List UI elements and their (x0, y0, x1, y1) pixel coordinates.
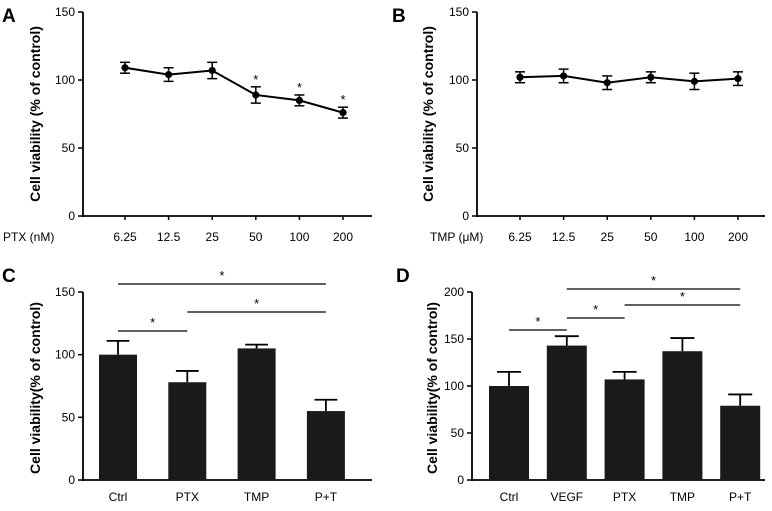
y-tick-label: 100 (55, 73, 75, 87)
x-tick-label: P+T (729, 490, 752, 504)
bar (604, 379, 645, 480)
x-tick-label: Ctrl (109, 490, 128, 504)
x-tick-label: 50 (249, 230, 263, 244)
series-line (519, 74, 739, 84)
x-axis-label-a: PTX (nM) (3, 230, 54, 244)
bar (306, 411, 345, 480)
y-tick-label: 0 (462, 209, 469, 223)
data-point (690, 77, 699, 85)
y-tick-label: 150 (449, 5, 469, 19)
comparison-star: * (593, 302, 598, 317)
panel-letter-a: A (2, 6, 16, 27)
significance-star: * (253, 72, 258, 87)
x-tick-label: P+T (315, 490, 338, 504)
y-tick-label: 0 (457, 473, 464, 487)
y-tick-label: 100 (444, 379, 464, 393)
x-tick-label: 12.5 (157, 230, 181, 244)
x-tick-label: 25 (206, 230, 220, 244)
bar-chart-d: 0 50 100 150 200 Ctrl VEGF PTX TMP P+T * * * * (444, 273, 765, 504)
x-tick-label: TMP (670, 490, 695, 504)
x-tick-label: 100 (684, 230, 704, 244)
bar (99, 354, 137, 480)
x-tick-label: Ctrl (500, 490, 519, 504)
x-tick-label: 200 (333, 230, 353, 244)
y-tick-label: 150 (55, 5, 75, 19)
data-point (252, 91, 260, 99)
y-tick-label: 150 (444, 332, 464, 346)
bar (489, 386, 529, 480)
bar (720, 405, 761, 480)
y-tick-label: 200 (444, 285, 464, 299)
y-tick-label: 0 (68, 209, 75, 223)
y-tick-label: 50 (62, 141, 76, 155)
x-tick-label: 100 (289, 230, 309, 244)
y-tick-label: 150 (55, 285, 75, 299)
comparison-star: * (680, 289, 685, 304)
series-line (124, 66, 344, 114)
data-point (165, 70, 173, 79)
panel-letter-b: B (392, 6, 406, 27)
x-tick-label: 6.25 (113, 230, 137, 244)
data-point (734, 75, 742, 83)
panel-letter-d: D (396, 266, 410, 287)
comparison-star: * (254, 296, 259, 311)
comparison-star: * (150, 315, 155, 330)
bar (546, 345, 587, 480)
y-axis-label-d: Cell viability(% of control) (424, 302, 440, 474)
y-tick-label: 50 (456, 141, 470, 155)
y-tick-label: 100 (55, 348, 75, 362)
x-axis-label-b: TMP (μM) (430, 230, 483, 244)
x-tick-label: PTX (613, 490, 636, 504)
y-axis-label-b: Cell viability (% of control) (420, 26, 436, 202)
y-tick-label: 100 (449, 73, 469, 87)
bar (237, 348, 276, 480)
comparison-star: * (535, 314, 540, 329)
y-axis-label-a: Cell viability (% of control) (27, 26, 43, 202)
x-tick-label: 50 (644, 230, 658, 244)
data-point (560, 72, 568, 80)
data-point (516, 73, 524, 81)
significance-star: * (340, 92, 345, 107)
data-point (208, 66, 216, 75)
y-tick-label: 0 (68, 473, 75, 487)
x-tick-label: 25 (601, 230, 615, 244)
x-tick-label: 6.25 (508, 230, 532, 244)
y-tick-label: 50 (62, 410, 76, 424)
x-tick-label: TMP (244, 490, 269, 504)
data-point (647, 73, 655, 81)
data-point (603, 79, 611, 87)
data-point (295, 96, 303, 104)
line-chart-b: 0 50 100 150 6.25 12.5 25 50 100 200 (449, 5, 765, 244)
x-tick-label: VEGF (550, 490, 583, 504)
significance-star: * (297, 80, 302, 95)
line-chart-a: 0 50 100 150 6.25 12.5 25 50 100 200 * * * (55, 5, 372, 244)
y-axis-label-c: Cell viability(% of control) (27, 302, 43, 474)
x-tick-label: 200 (728, 230, 748, 244)
bar-chart-c: 0 50 100 150 Ctrl PTX TMP P+T * * * (55, 268, 372, 504)
y-tick-label: 50 (451, 426, 465, 440)
comparison-star: * (651, 273, 656, 288)
x-tick-label: 12.5 (552, 230, 576, 244)
x-tick-label: PTX (176, 490, 199, 504)
bar (168, 382, 207, 480)
panel-letter-c: C (2, 266, 16, 287)
comparison-star: * (219, 268, 224, 283)
bar (662, 351, 703, 480)
data-point (339, 109, 347, 117)
data-point (121, 64, 129, 72)
